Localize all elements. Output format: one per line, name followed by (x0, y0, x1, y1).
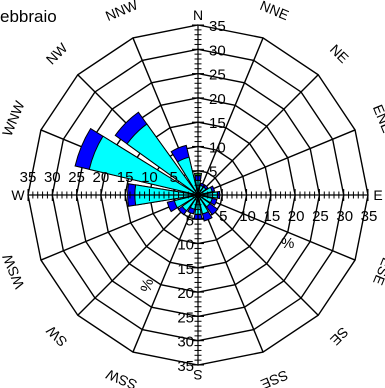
tick-label-south-5: 5 (186, 212, 194, 229)
direction-label-nw: NW (43, 39, 71, 67)
sector-ne-band-1 (197, 186, 207, 196)
grid-spoke-ese (197, 194, 356, 261)
tick-label-east-30: 30 (336, 208, 353, 225)
direction-label-wsw: WSW (0, 251, 27, 291)
direction-label-ese: ESE (370, 255, 385, 287)
direction-label-wnw: WNW (0, 98, 28, 139)
direction-label-n: N (193, 7, 203, 23)
direction-label-ssw: SSW (103, 366, 139, 388)
grid-spoke-sw (77, 194, 199, 316)
tick-label-south-15: 15 (177, 261, 194, 278)
grid-spoke-sse (197, 194, 264, 353)
tick-label-north-20: 20 (209, 91, 226, 108)
unit-label-east: % (281, 235, 294, 252)
grid-spoke-ene (197, 129, 356, 196)
tick-label-north-25: 25 (209, 67, 226, 84)
tick-label-east-10: 10 (239, 208, 256, 225)
tick-label-east-5: 5 (219, 208, 227, 225)
direction-label-ene: ENE (370, 102, 385, 135)
compass-axes (27, 24, 369, 366)
tick-label-south-35: 35 (177, 358, 194, 375)
chart-title: ebbraio (0, 7, 57, 26)
radial-tick-labels: 5 5 5 5 10 10 10 10 15 15 15 15 20 20 20 20 25 25 25 25 30 30… (20, 18, 378, 375)
sector-nnw-band-1 (176, 156, 199, 196)
tick-label-north-35: 35 (209, 18, 226, 35)
direction-label-nnw: NNW (103, 0, 141, 24)
tick-label-west-5: 5 (170, 169, 178, 186)
unit-label-southwest: % (137, 277, 157, 294)
tick-label-north-5: 5 (209, 164, 217, 181)
tick-label-east-15: 15 (264, 208, 281, 225)
sector-se-band-1 (197, 194, 211, 208)
tick-label-north-15: 15 (209, 115, 226, 132)
tick-label-east-20: 20 (288, 208, 305, 225)
grid-spoke-ssw (132, 194, 199, 353)
direction-label-w: W (11, 187, 25, 203)
direction-label-sse: SSE (258, 367, 290, 388)
tick-label-south-10: 10 (177, 237, 194, 254)
sector-nw-band-1 (126, 123, 199, 196)
tick-label-west-30: 30 (44, 169, 61, 186)
tick-label-south-25: 25 (177, 309, 194, 326)
direction-label-e: E (373, 187, 382, 203)
grid-spoke-se (197, 194, 319, 316)
direction-label-nne: NNE (258, 0, 291, 23)
tick-label-west-15: 15 (117, 169, 134, 186)
tick-label-west-35: 35 (20, 169, 37, 186)
direction-label-sw: SW (42, 322, 70, 350)
grid-spoke-ne (197, 74, 319, 196)
tick-label-west-25: 25 (68, 169, 85, 186)
tick-label-east-25: 25 (312, 208, 329, 225)
tick-label-south-30: 30 (177, 334, 194, 351)
tick-label-west-10: 10 (141, 169, 158, 186)
direction-label-se: SE (327, 324, 352, 349)
direction-label-s: S (193, 367, 202, 383)
direction-label-ne: NE (327, 41, 352, 66)
tick-label-east-35: 35 (361, 208, 378, 225)
tick-label-south-20: 20 (177, 285, 194, 302)
sector-sw-band-1 (181, 194, 199, 212)
sector-wnw-band-1 (88, 135, 199, 196)
grid-spoke-nne (197, 37, 264, 196)
tick-label-north-10: 10 (209, 139, 226, 156)
tick-label-north-30: 30 (209, 42, 226, 59)
tick-label-west-20: 20 (93, 169, 110, 186)
sector-wsw-band-1 (173, 194, 199, 209)
